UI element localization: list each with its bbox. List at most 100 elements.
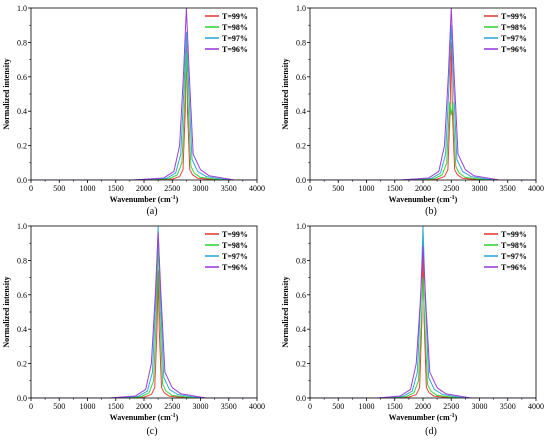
legend: T=99% T=98% T=97% T=96%: [484, 12, 527, 54]
series-line-T97: [310, 24, 536, 180]
x-tick-label: 4000: [249, 402, 265, 411]
legend-entry-label: T=98%: [501, 23, 527, 32]
x-tick-label: 2000: [136, 184, 152, 193]
y-tick-label: 0.4: [296, 107, 306, 116]
y-tick-label: 0.6: [17, 73, 27, 82]
y-tick-label: 0.8: [296, 256, 306, 265]
y-tick-label: 0.8: [17, 256, 27, 265]
x-tick-label: 2000: [415, 184, 431, 193]
series-line-T98: [310, 277, 536, 398]
x-tick-label: 0: [308, 402, 312, 411]
x-tick-label: 4000: [528, 402, 544, 411]
x-tick-label: 3500: [500, 184, 516, 193]
panel-label: (d): [425, 426, 437, 437]
y-tick-label: 0.4: [17, 325, 27, 334]
legend: T=99% T=98% T=97% T=96%: [205, 230, 248, 272]
x-tick-label: 2000: [136, 402, 152, 411]
y-axis-label: Normalized intensity: [2, 58, 11, 129]
series-group: [310, 226, 536, 398]
panel-label: (a): [146, 206, 157, 217]
legend-entry-label: T=99%: [501, 230, 527, 239]
chart-panel-b: 0 500 1000 1500 2000 2500 3000 3500 4000 0.0 0.2 0.…: [281, 4, 544, 217]
y-tick-label: 0.2: [17, 360, 27, 369]
x-tick-label: 1000: [80, 184, 96, 193]
x-axis-label: Wavenumber (cm-1): [389, 413, 458, 422]
x-tick-label: 1000: [359, 184, 375, 193]
y-tick-label: 1.0: [17, 4, 27, 13]
x-tick-label: 2500: [443, 184, 459, 193]
y-axis-label: Normalized intensity: [2, 276, 11, 347]
legend-entry-label: T=98%: [501, 241, 527, 250]
x-axis-label: Wavenumber (cm-1): [110, 195, 179, 204]
y-tick-label: 0.6: [17, 291, 27, 300]
x-tick-label: 1500: [108, 402, 124, 411]
x-tick-label: 500: [332, 402, 344, 411]
y-tick-label: 1.0: [17, 222, 27, 231]
y-tick-label: 0.0: [296, 394, 306, 403]
legend-entry-label: T=96%: [501, 263, 527, 272]
y-axis-label: Normalized intensity: [281, 276, 290, 347]
x-tick-label: 3000: [193, 184, 209, 193]
y-tick-label: 0.8: [17, 38, 27, 47]
x-tick-label: 3000: [472, 402, 488, 411]
y-tick-label: 0.0: [17, 394, 27, 403]
x-tick-label: 3500: [221, 402, 237, 411]
legend: T=99% T=98% T=97% T=96%: [205, 12, 248, 54]
series-line-T96: [31, 232, 257, 398]
legend-entry-label: T=98%: [222, 241, 248, 250]
y-tick-label: 1.0: [296, 4, 306, 13]
legend-entry-label: T=99%: [222, 12, 248, 21]
series-group: [31, 226, 257, 398]
series-line-T99: [31, 45, 257, 180]
legend-entry-label: T=97%: [222, 252, 248, 261]
x-tick-label: 500: [53, 402, 65, 411]
x-tick-label: 2000: [415, 402, 431, 411]
x-tick-label: 500: [332, 184, 344, 193]
x-tick-label: 2500: [443, 402, 459, 411]
series-line-T99: [310, 242, 536, 398]
series-group: [310, 8, 536, 180]
series-line-T96: [31, 8, 257, 180]
legend-entry-label: T=97%: [501, 252, 527, 261]
x-tick-label: 1000: [80, 402, 96, 411]
y-tick-label: 0.6: [296, 291, 306, 300]
panel-label: (c): [146, 426, 157, 437]
x-tick-label: 0: [29, 184, 33, 193]
x-axis-label: Wavenumber (cm-1): [389, 195, 458, 204]
x-tick-label: 3500: [500, 402, 516, 411]
legend-entry-label: T=99%: [501, 12, 527, 21]
x-tick-label: 500: [53, 184, 65, 193]
legend-entry-label: T=98%: [222, 23, 248, 32]
series-line-T98: [31, 52, 257, 180]
x-tick-label: 3000: [193, 402, 209, 411]
series-line-T96: [310, 8, 536, 180]
legend: T=99% T=98% T=97% T=96%: [484, 230, 527, 272]
y-tick-label: 0.2: [17, 142, 27, 151]
x-tick-label: 1500: [387, 184, 403, 193]
x-axis-label: Wavenumber (cm-1): [110, 413, 179, 422]
series-line-T98: [310, 102, 536, 180]
legend-entry-label: T=99%: [222, 230, 248, 239]
y-tick-label: 1.0: [296, 222, 306, 231]
legend-entry-label: T=97%: [222, 34, 248, 43]
y-tick-label: 0.6: [296, 73, 306, 82]
series-line-T97: [31, 31, 257, 180]
series-line-T99: [31, 270, 257, 398]
x-tick-label: 1000: [359, 402, 375, 411]
x-tick-label: 3000: [472, 184, 488, 193]
chart-panel-c: 0 500 1000 1500 2000 2500 3000 3500 4000 0.0 0.2 0.…: [2, 222, 265, 437]
y-tick-label: 0.2: [296, 142, 306, 151]
legend-entry-label: T=97%: [501, 34, 527, 43]
series-line-T99: [310, 41, 536, 180]
series-line-T97: [31, 226, 257, 398]
x-tick-label: 1500: [387, 402, 403, 411]
y-tick-label: 0.4: [296, 325, 306, 334]
legend-entry-label: T=96%: [222, 45, 248, 54]
chart-panel-a: 0 500 1000 1500 2000 2500 3000 3500 4000 0.0 0.2 0.…: [2, 4, 265, 217]
legend-entry-label: T=96%: [501, 45, 527, 54]
y-tick-label: 0.0: [296, 176, 306, 185]
y-axis-label: Normalized intensity: [281, 58, 290, 129]
chart-panel-d: 0 500 1000 1500 2000 2500 3000 3500 4000 0.0 0.2 0.…: [281, 222, 544, 437]
x-tick-label: 3500: [221, 184, 237, 193]
